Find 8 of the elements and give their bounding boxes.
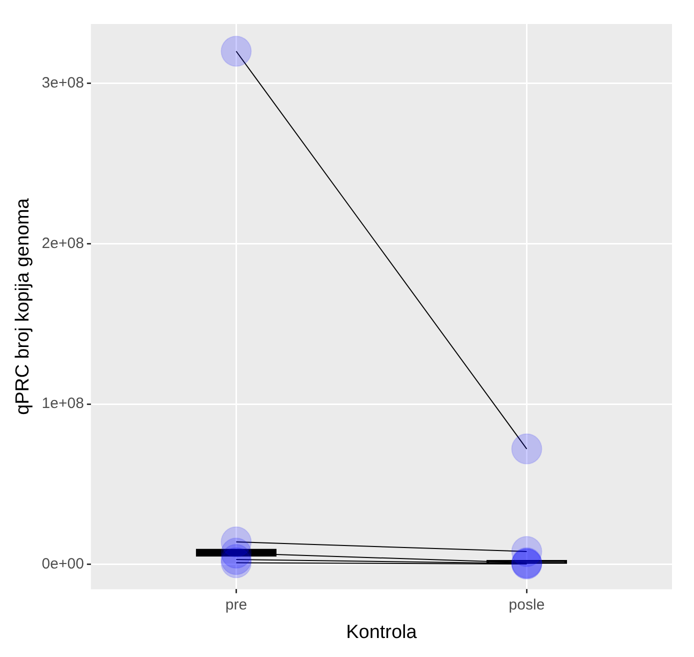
y-axis-title: qPRC broj kopija genoma [12,198,34,415]
x-tick-label: pre [225,596,248,614]
y-tick-label: 2e+08 [42,234,84,252]
x-tick-label: posle [508,596,545,614]
y-tick-label: 1e+08 [42,395,84,412]
x-axis-title: Kontrola [346,622,418,643]
y-tick-label: 3e+08 [42,74,84,92]
y-tick-label: 0e+00 [42,555,84,572]
